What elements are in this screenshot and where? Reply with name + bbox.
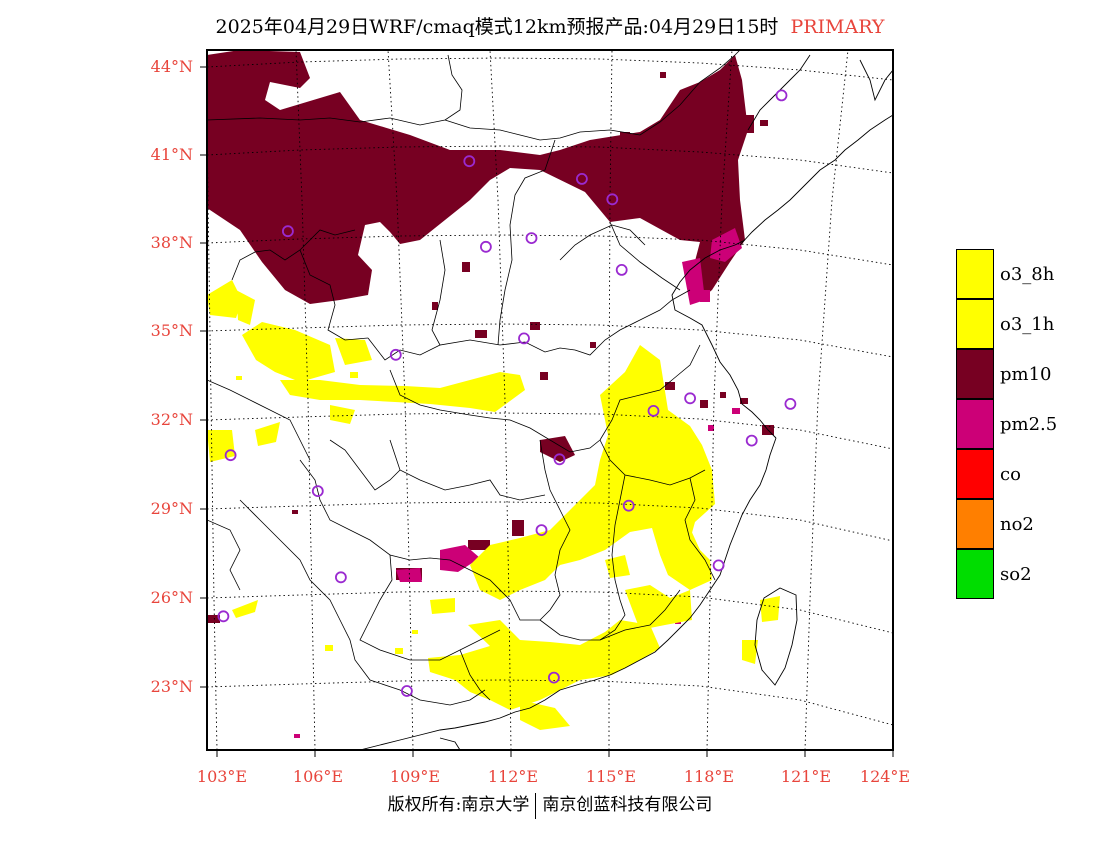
station-marker bbox=[224, 449, 237, 462]
legend-item-no2: no2 bbox=[956, 499, 1057, 549]
legend-label: no2 bbox=[1000, 513, 1034, 535]
legend-label: o3_8h bbox=[1000, 263, 1055, 285]
station-marker bbox=[334, 571, 347, 584]
station-marker bbox=[622, 499, 635, 512]
station-marker bbox=[684, 392, 696, 405]
legend-label: pm2.5 bbox=[1000, 413, 1058, 435]
station-marker bbox=[647, 404, 660, 417]
legend-item-pm10: pm10 bbox=[956, 349, 1057, 399]
lat-label-44: 44°N bbox=[151, 57, 193, 76]
copyright-owner: 版权所有:南京大学 bbox=[387, 795, 530, 815]
legend-item-pm25: pm2.5 bbox=[956, 399, 1057, 449]
station-marker bbox=[389, 348, 402, 361]
lon-label-106: 106°E bbox=[293, 767, 343, 786]
station-marker bbox=[525, 232, 538, 245]
station-marker bbox=[745, 434, 758, 447]
province-boundaries bbox=[207, 50, 741, 706]
legend-swatch bbox=[956, 549, 994, 599]
station-marker bbox=[535, 524, 548, 536]
legend-swatch bbox=[956, 299, 994, 349]
lat-label-38: 38°N bbox=[151, 233, 193, 252]
map-frame bbox=[206, 49, 894, 751]
map-title: 2025年04月29日WRF/cmaq模式12km预报产品:04月29日15时 P… bbox=[0, 12, 1100, 39]
lon-label-124: 124°E bbox=[860, 767, 910, 786]
station-marker bbox=[463, 155, 476, 168]
station-marker bbox=[187, 290, 197, 300]
map-content bbox=[187, 50, 893, 750]
legend-item-co: co bbox=[956, 449, 1057, 499]
pm25-field bbox=[294, 228, 742, 738]
lon-label-115: 115°E bbox=[586, 767, 636, 786]
lat-label-29: 29°N bbox=[151, 499, 193, 518]
title-text: 2025年04月29日WRF/cmaq模式12km预报产品:04月29日15时 bbox=[215, 16, 779, 38]
lon-label-103: 103°E bbox=[197, 767, 247, 786]
lat-label-35: 35°N bbox=[151, 321, 193, 340]
station-marker bbox=[576, 172, 588, 185]
legend-swatch bbox=[956, 349, 994, 399]
station-marker bbox=[400, 685, 413, 697]
station-marker bbox=[548, 671, 560, 684]
legend-label: co bbox=[1000, 463, 1021, 485]
legend-item-so2: so2 bbox=[956, 549, 1057, 599]
station-marker bbox=[518, 332, 530, 345]
legend-label: so2 bbox=[1000, 563, 1032, 585]
station-marker bbox=[784, 397, 797, 410]
legend-label: pm10 bbox=[1000, 363, 1052, 385]
lat-label-41: 41°N bbox=[151, 145, 193, 164]
lon-label-109: 109°E bbox=[390, 767, 440, 786]
station-marker bbox=[217, 610, 230, 623]
copyright-footer: 版权所有:南京大学 南京创蓝科技有限公司 bbox=[0, 790, 1100, 819]
station-marker bbox=[615, 263, 628, 276]
station-marker bbox=[281, 225, 294, 238]
axis-ticks bbox=[200, 66, 894, 757]
lon-label-121: 121°E bbox=[781, 767, 831, 786]
legend-swatch bbox=[956, 249, 994, 299]
lon-label-118: 118°E bbox=[684, 767, 734, 786]
station-marker bbox=[775, 89, 788, 102]
legend-swatch bbox=[956, 399, 994, 449]
station-marker bbox=[553, 453, 566, 466]
o3-field bbox=[207, 280, 780, 730]
station-marker bbox=[606, 193, 619, 206]
footer-separator bbox=[535, 792, 537, 819]
lat-label-23: 23°N bbox=[151, 677, 193, 696]
legend-swatch bbox=[956, 449, 994, 499]
legend-item-o3-8h: o3_8h bbox=[956, 249, 1057, 299]
coastline bbox=[359, 54, 893, 750]
station-marker bbox=[712, 559, 725, 572]
legend-swatch bbox=[956, 499, 994, 549]
copyright-company: 南京创蓝科技有限公司 bbox=[542, 795, 713, 815]
lon-label-112: 112°E bbox=[488, 767, 538, 786]
lat-label-32: 32°N bbox=[151, 410, 193, 429]
station-marker bbox=[479, 240, 492, 253]
primary-tag: PRIMARY bbox=[790, 16, 885, 38]
pollutant-legend: o3_8h o3_1h pm10 pm2.5 co no2 so2 bbox=[956, 249, 1057, 599]
station-marker bbox=[311, 485, 324, 498]
legend-item-o3-1h: o3_1h bbox=[956, 299, 1057, 349]
station-markers bbox=[187, 89, 797, 697]
legend-label: o3_1h bbox=[1000, 313, 1055, 335]
lat-label-26: 26°N bbox=[151, 588, 193, 607]
